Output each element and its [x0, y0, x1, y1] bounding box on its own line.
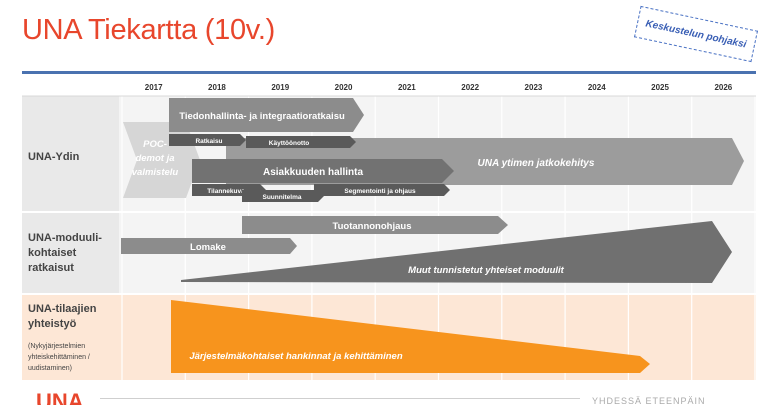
kayttoonotto-label: Käyttöönotto	[269, 140, 309, 147]
poc-label-2: demot ja	[135, 153, 174, 164]
title-rule	[22, 71, 756, 74]
row-label-tilaajien-1: UNA-tilaajien	[28, 303, 97, 315]
year-label-2025: 2025	[651, 83, 669, 92]
year-axis: 2017 2018 2019 2020 2021 2022 2023 2024 2025 2026	[145, 83, 733, 92]
year-label-2024: 2024	[588, 83, 606, 92]
kayttoonotto-bar	[246, 136, 356, 148]
row-label-tilaajien-2: yhteistyö	[28, 318, 77, 330]
footer-slogan: YHDESSÄ ETEENPÄIN	[592, 396, 706, 406]
suunnitelma-bar	[242, 190, 324, 202]
tilannekuva-label: Tilannekuva	[207, 188, 245, 195]
lomake-bar	[121, 238, 297, 254]
jarjestelma-label: Järjestelmäkohtaiset hankinnat ja kehitt…	[189, 351, 402, 362]
year-label-2019: 2019	[271, 83, 289, 92]
row-note-1: (Nykyjärjestelmien	[28, 343, 85, 350]
year-label-2017: 2017	[145, 83, 163, 92]
row-label-ydin: UNA-Ydin	[28, 151, 80, 163]
jarjestelma-wedge	[171, 300, 650, 373]
page-title: UNA Tiekartta (10v.)	[22, 14, 275, 46]
tiedonhallinta-bar	[169, 98, 364, 132]
segmentointi-label: Segmentointi ja ohjaus	[344, 188, 416, 195]
tiedonhallinta-label: Tiedonhallinta- ja integraatioratkaisu	[179, 111, 345, 122]
poc-label-3: valmistelu	[132, 167, 179, 178]
muut-moduulit-wedge	[181, 221, 732, 283]
ydin-jatkokehitys-label: UNA ytimen jatkokehitys	[478, 158, 595, 169]
year-label-2020: 2020	[335, 83, 353, 92]
ratkaisu-label: Ratkaisu	[195, 138, 222, 145]
poc-label-1: POC-	[143, 139, 167, 150]
row-note-3: uudistaminen)	[28, 365, 72, 372]
segmentointi-bar	[314, 184, 450, 196]
year-label-2022: 2022	[461, 83, 479, 92]
row-note-2: yhteiskehittäminen /	[28, 354, 90, 361]
row-label-moduuli-1: UNA-moduuli-	[28, 232, 102, 244]
header-background	[22, 78, 756, 96]
year-label-2026: 2026	[714, 83, 732, 92]
asiakkuus-bar	[192, 159, 454, 183]
tuotannonohjaus-label: Tuotannonohjaus	[333, 221, 412, 232]
tuotannonohjaus-bar	[242, 216, 508, 234]
year-label-2018: 2018	[208, 83, 226, 92]
una-logo: UNA	[36, 391, 84, 405]
footer-rule	[100, 398, 580, 399]
suunnitelma-label: Suunnitelma	[262, 194, 301, 201]
asiakkuus-label: Asiakkuuden hallinta	[263, 167, 363, 178]
row-label-moduuli-3: ratkaisut	[28, 262, 74, 274]
lomake-label: Lomake	[190, 242, 226, 253]
muut-moduulit-label: Muut tunnistetut yhteiset moduulit	[408, 265, 565, 276]
ratkaisu-bar	[169, 134, 246, 146]
year-label-2021: 2021	[398, 83, 416, 92]
row-label-moduuli-2: kohtaiset	[28, 247, 77, 259]
year-label-2023: 2023	[525, 83, 543, 92]
